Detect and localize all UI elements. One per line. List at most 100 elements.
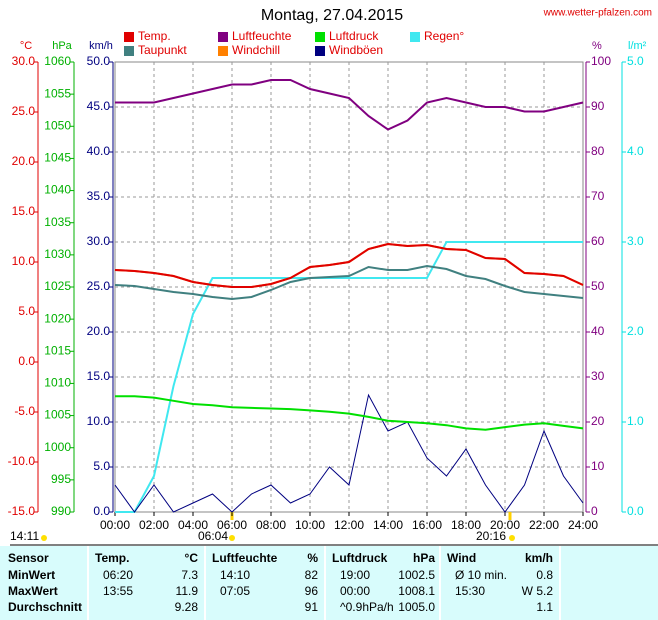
legend-swatch: [218, 32, 228, 42]
table-cell: 13:55: [103, 584, 133, 598]
y-tick-label: -5.0: [14, 404, 35, 418]
legend-label: Windböen: [329, 43, 383, 57]
y-tick-label: 70: [591, 189, 605, 203]
table-header: Luftfeuchte: [212, 551, 278, 565]
legend-swatch: [410, 32, 420, 42]
table-header: Luftdruck: [332, 551, 388, 565]
table-cell: 1.1: [536, 600, 553, 614]
table-cell: 9.28: [175, 600, 199, 614]
sunrise-time: 06:04: [198, 529, 228, 543]
x-tick-label: 20:00: [490, 518, 520, 532]
y-tick-label: 45.0: [87, 99, 111, 113]
y-tick-label: 30: [591, 369, 605, 383]
y-tick-label: 0.0: [18, 354, 35, 368]
axis-unit: l/m²: [628, 40, 647, 52]
y-tick-label: 4.0: [627, 144, 644, 158]
x-tick-label: 06:00: [217, 518, 247, 532]
y-tick-label: 1040: [44, 183, 71, 197]
table-cell: 1008.1: [398, 584, 435, 598]
table-cell: 7.3: [181, 568, 198, 582]
series-line: [114, 264, 584, 301]
x-tick-label: 16:00: [412, 518, 442, 532]
series-line: [115, 241, 583, 513]
y-tick-label: 50.0: [87, 54, 111, 68]
y-tick-label: 90: [591, 99, 605, 113]
y-tick-label: -15.0: [8, 504, 36, 518]
x-tick-label: 24:00: [568, 518, 598, 532]
axis-unit: °C: [20, 40, 32, 52]
y-tick-label: 1035: [44, 215, 71, 229]
table-cell: 96: [305, 584, 319, 598]
y-tick-label: 20.0: [87, 324, 111, 338]
x-tick-label: 12:00: [334, 518, 364, 532]
y-tick-label: 5.0: [18, 304, 35, 318]
sunrise-icon: [229, 535, 235, 541]
y-tick-label: 1005: [44, 408, 71, 422]
y-tick-label: 1045: [44, 151, 71, 165]
now-time: 14:11: [10, 529, 39, 543]
y-tick-label: 1.0: [627, 414, 644, 428]
y-tick-label: 20: [591, 414, 605, 428]
table-header-unit: km/h: [525, 551, 553, 565]
table-cell: W 5.2: [522, 584, 554, 598]
y-tick-label: 15.0: [87, 369, 111, 383]
y-tick-label: 0.0: [627, 504, 644, 518]
table-cell: 82: [305, 568, 319, 582]
y-tick-label: 990: [51, 504, 71, 518]
series-line: [114, 393, 584, 513]
legend-swatch: [124, 32, 134, 42]
table-cell: ^0.9hPa/h: [340, 600, 394, 614]
table-header: Wind: [447, 551, 476, 565]
y-tick-label: 35.0: [87, 189, 111, 203]
y-tick-label: 995: [51, 472, 71, 486]
y-tick-label: 2.0: [627, 324, 644, 338]
legend-label: Luftdruck: [329, 29, 379, 43]
y-tick-label: 10: [591, 459, 605, 473]
y-tick-label: 25.0: [87, 279, 111, 293]
row-label: MinWert: [8, 568, 55, 582]
y-tick-label: 3.0: [627, 234, 644, 248]
y-tick-label: 60: [591, 234, 605, 248]
table-header-unit: hPa: [413, 551, 435, 565]
y-tick-label: 0: [591, 504, 598, 518]
y-tick-label: 30.0: [12, 54, 36, 68]
x-tick-label: 18:00: [451, 518, 481, 532]
table-cell: 00:00: [340, 584, 370, 598]
y-tick-label: 1030: [44, 247, 71, 261]
row-label: Durchschnitt: [8, 600, 82, 614]
y-tick-label: 25.0: [12, 104, 36, 118]
table-cell: 0.8: [536, 568, 553, 582]
table-cell: 06:20: [103, 568, 133, 582]
y-tick-label: 15.0: [12, 204, 36, 218]
table-header: Sensor: [8, 551, 49, 565]
y-tick-label: 1050: [44, 118, 71, 132]
legend-label: Windchill: [232, 43, 280, 57]
site-link[interactable]: www.wetter-pfalzen.com: [543, 8, 652, 19]
axis-unit: %: [592, 40, 602, 52]
x-tick-label: 22:00: [529, 518, 559, 532]
legend-swatch: [315, 32, 325, 42]
row-label: MaxWert: [8, 584, 58, 598]
chart-title: Montag, 27.04.2015: [261, 7, 403, 24]
legend-label: Taupunkt: [138, 43, 187, 57]
table-cell: 11.9: [176, 584, 199, 598]
table-cell: 91: [305, 600, 319, 614]
y-tick-label: 0.0: [93, 504, 110, 518]
sunset-time: 20:16: [476, 529, 506, 543]
y-tick-label: 1020: [44, 311, 71, 325]
y-tick-label: 40: [591, 324, 605, 338]
y-tick-label: 1055: [44, 86, 71, 100]
y-tick-label: 1025: [44, 279, 71, 293]
x-tick-label: 08:00: [256, 518, 286, 532]
x-tick-label: 14:00: [373, 518, 403, 532]
table-background: [0, 546, 658, 620]
table-cell: 1002.5: [398, 568, 435, 582]
table-cell: 15:30: [455, 584, 485, 598]
y-tick-label: 5.0: [93, 459, 110, 473]
legend-label: Regen°: [424, 29, 464, 43]
y-tick-label: 80: [591, 144, 605, 158]
legend-label: Luftfeuchte: [232, 29, 292, 43]
series-line: [115, 395, 584, 431]
